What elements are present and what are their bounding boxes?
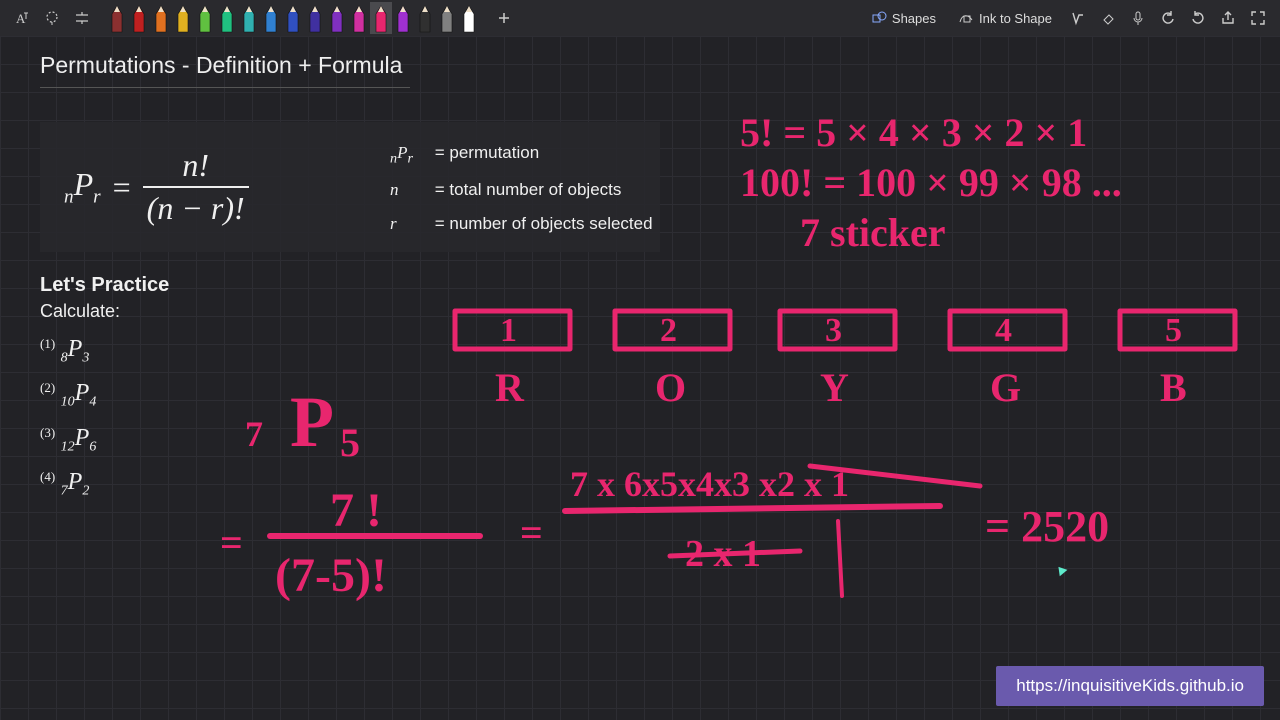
svg-text:7: 7 bbox=[245, 414, 263, 454]
svg-text:P: P bbox=[290, 382, 334, 462]
mouse-cursor bbox=[1055, 564, 1068, 577]
practice-item: (3) 12P6 bbox=[40, 425, 169, 455]
svg-text:=: = bbox=[220, 520, 243, 565]
shapes-label: Shapes bbox=[892, 11, 936, 26]
svg-text:B: B bbox=[1160, 365, 1187, 410]
svg-text:2 x 1: 2 x 1 bbox=[685, 533, 761, 575]
pen-3[interactable] bbox=[172, 2, 194, 34]
insert-space-icon[interactable] bbox=[70, 6, 94, 30]
ink-to-shape-button[interactable]: Ink to Shape bbox=[950, 8, 1060, 28]
practice-heading: Let's Practice bbox=[40, 274, 169, 297]
practice-sub: Calculate: bbox=[40, 301, 169, 322]
formula: nPr = n! (n − r)! bbox=[64, 147, 249, 227]
share-icon[interactable] bbox=[1216, 6, 1240, 30]
ink-to-shape-label: Ink to Shape bbox=[979, 11, 1052, 26]
svg-text:Y: Y bbox=[820, 365, 849, 410]
watermark: https://inquisitiveKids.github.io bbox=[996, 666, 1264, 706]
pen-palette bbox=[106, 2, 480, 34]
svg-text:100! = 100 × 99 × 98 ...: 100! = 100 × 99 × 98 ... bbox=[740, 160, 1122, 205]
svg-text:5! = 5 × 4 × 3 × 2 × 1: 5! = 5 × 4 × 3 × 2 × 1 bbox=[740, 110, 1087, 155]
formula-legend: nPr = permutation n = total number of ob… bbox=[390, 136, 653, 241]
add-pen-icon[interactable] bbox=[492, 6, 516, 30]
svg-text:2: 2 bbox=[660, 312, 677, 349]
svg-text:=: = bbox=[520, 510, 543, 555]
svg-text:= 2520: = 2520 bbox=[985, 502, 1109, 551]
svg-text:R: R bbox=[495, 365, 525, 410]
pen-5[interactable] bbox=[216, 2, 238, 34]
dictate-icon[interactable] bbox=[1126, 6, 1150, 30]
svg-text:7 sticker: 7 sticker bbox=[800, 210, 946, 255]
pen-8[interactable] bbox=[282, 2, 304, 34]
practice-item: (4) 7P2 bbox=[40, 469, 169, 499]
practice-section: Let's Practice Calculate: (1) 8P3 (2) 10P… bbox=[40, 274, 169, 514]
pen-14[interactable] bbox=[414, 2, 436, 34]
pen-13[interactable] bbox=[392, 2, 414, 34]
pen-7[interactable] bbox=[260, 2, 282, 34]
text-tool-icon[interactable]: A bbox=[10, 6, 34, 30]
svg-text:(7-5)!: (7-5)! bbox=[275, 549, 387, 602]
pen-15[interactable] bbox=[436, 2, 458, 34]
svg-text:7 !: 7 ! bbox=[330, 484, 382, 537]
pen-6[interactable] bbox=[238, 2, 260, 34]
pen-4[interactable] bbox=[194, 2, 216, 34]
toolbar: A bbox=[0, 0, 1280, 36]
pen-2[interactable] bbox=[150, 2, 172, 34]
shapes-button[interactable]: Shapes bbox=[863, 8, 944, 28]
practice-item: (2) 10P4 bbox=[40, 380, 169, 410]
pen-11[interactable] bbox=[348, 2, 370, 34]
canvas[interactable]: Permutations - Definition + Formula nPr … bbox=[0, 36, 1280, 720]
math-tool-icon[interactable] bbox=[1066, 6, 1090, 30]
pen-10[interactable] bbox=[326, 2, 348, 34]
pen-9[interactable] bbox=[304, 2, 326, 34]
pen-1[interactable] bbox=[128, 2, 150, 34]
page-title: Permutations - Definition + Formula bbox=[40, 52, 410, 88]
lasso-tool-icon[interactable] bbox=[40, 6, 64, 30]
svg-text:O: O bbox=[655, 365, 686, 410]
svg-text:5: 5 bbox=[340, 420, 360, 465]
eraser-icon[interactable] bbox=[1096, 6, 1120, 30]
undo-icon[interactable] bbox=[1156, 6, 1180, 30]
svg-text:4: 4 bbox=[995, 312, 1012, 349]
redo-icon[interactable] bbox=[1186, 6, 1210, 30]
fullscreen-icon[interactable] bbox=[1246, 6, 1270, 30]
svg-text:5: 5 bbox=[1165, 312, 1182, 349]
pen-12[interactable] bbox=[370, 2, 392, 34]
svg-text:G: G bbox=[990, 365, 1021, 410]
svg-text:1: 1 bbox=[500, 312, 517, 349]
practice-item: (1) 8P3 bbox=[40, 336, 169, 366]
svg-text:7 x 6x5x4x3 x2 x 1: 7 x 6x5x4x3 x2 x 1 bbox=[570, 464, 849, 504]
svg-text:3: 3 bbox=[825, 312, 842, 349]
pen-0[interactable] bbox=[106, 2, 128, 34]
pen-16[interactable] bbox=[458, 2, 480, 34]
